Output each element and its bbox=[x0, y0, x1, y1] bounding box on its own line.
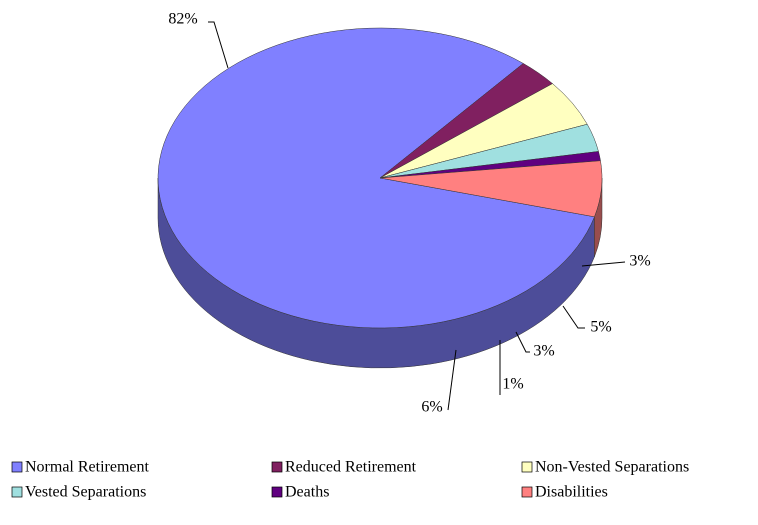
slice-top bbox=[157, 27, 595, 329]
legend-label: Vested Separations bbox=[25, 484, 146, 501]
leader-line bbox=[562, 305, 585, 329]
leader-line bbox=[208, 21, 229, 69]
leader-line bbox=[447, 349, 457, 411]
legend-swatch bbox=[11, 486, 23, 498]
legend-label: Deaths bbox=[285, 484, 329, 501]
legend-label: Non-Vested Separations bbox=[535, 459, 689, 476]
legend-swatch bbox=[271, 461, 283, 473]
legend-swatch bbox=[521, 461, 533, 473]
data-label: 6% bbox=[421, 399, 442, 416]
pie-slice bbox=[379, 160, 603, 257]
leader-line bbox=[581, 261, 626, 267]
legend-swatch bbox=[271, 486, 283, 498]
pie-slice bbox=[157, 27, 595, 369]
legend-label: Disabilities bbox=[535, 484, 608, 501]
data-label: 1% bbox=[502, 376, 523, 393]
data-label: 5% bbox=[590, 319, 611, 336]
leader-line bbox=[515, 331, 530, 353]
slice-top bbox=[379, 160, 603, 218]
data-label: 3% bbox=[533, 343, 554, 360]
data-label: 82% bbox=[168, 11, 197, 28]
data-label: 3% bbox=[629, 253, 650, 270]
legend-label: Reduced Retirement bbox=[285, 459, 417, 476]
legend-label: Normal Retirement bbox=[25, 459, 150, 476]
legend-swatch bbox=[521, 486, 533, 498]
legend-swatch bbox=[11, 461, 23, 473]
